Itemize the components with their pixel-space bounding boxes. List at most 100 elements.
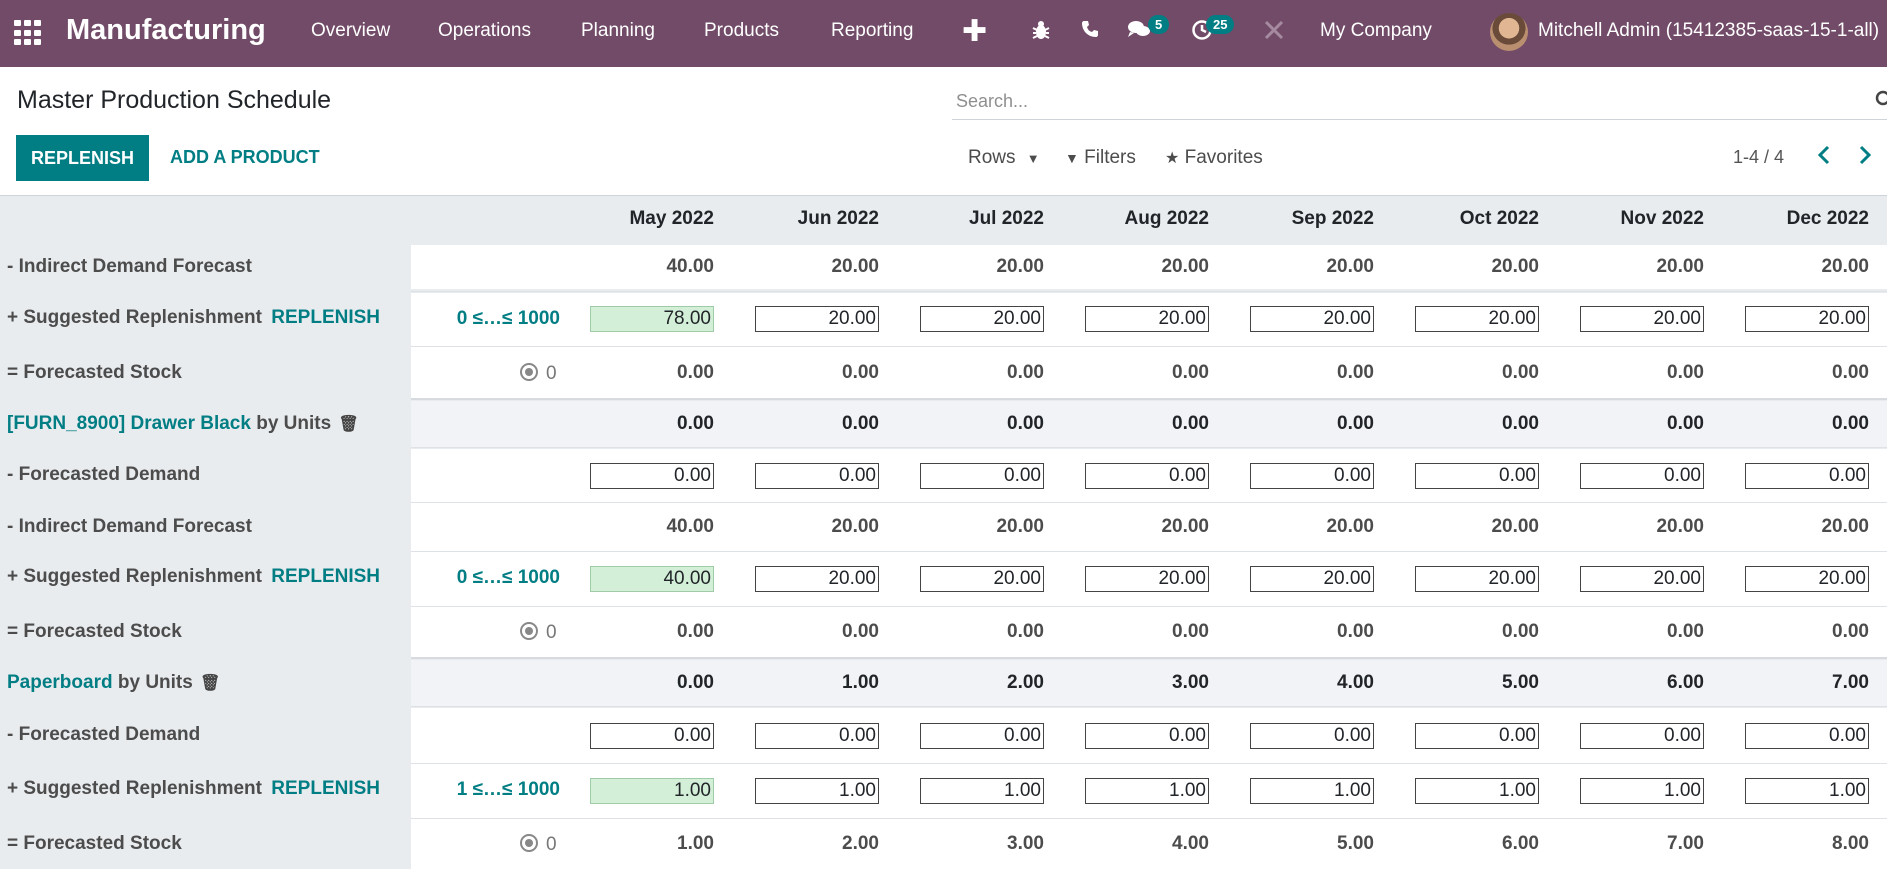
favorites-button[interactable]: ★ Favorites <box>1165 147 1263 169</box>
chat-icon[interactable] <box>1127 19 1151 45</box>
cell-value: 0.00 <box>1172 413 1209 434</box>
replenish-input[interactable]: 20.00 <box>1745 566 1869 592</box>
replenish-input[interactable]: 20.00 <box>1745 306 1869 332</box>
cell-value: 0.00 <box>1337 621 1374 642</box>
replenish-input[interactable]: 40.00 <box>590 566 714 592</box>
replenish-input[interactable]: 20.00 <box>755 306 879 332</box>
menu-reporting[interactable]: Reporting <box>831 20 914 41</box>
bug-icon[interactable] <box>1031 19 1051 47</box>
replenish-input[interactable]: 20.00 <box>1085 306 1209 332</box>
replenish-input[interactable]: 1.00 <box>1250 778 1374 804</box>
replenish-input[interactable]: 20.00 <box>1415 566 1539 592</box>
cell-value: 0.00 <box>842 362 879 383</box>
replenish-input[interactable]: 20.00 <box>920 566 1044 592</box>
product-link[interactable]: Paperboard <box>7 672 113 693</box>
cell-value: 1.00 <box>842 672 879 693</box>
safety-stock[interactable]: 0 <box>520 832 557 856</box>
safety-stock[interactable]: 0 <box>520 361 557 385</box>
replenish-input[interactable]: 20.00 <box>1250 306 1374 332</box>
demand-input[interactable]: 0.00 <box>1745 463 1869 489</box>
replenish-input[interactable]: 1.00 <box>1745 778 1869 804</box>
demand-input[interactable]: 0.00 <box>755 463 879 489</box>
trash-icon[interactable]: 🗑 <box>200 675 221 692</box>
demand-input[interactable]: 0.00 <box>1250 463 1374 489</box>
quick-create-plus-icon[interactable]: ✚ <box>962 15 988 48</box>
row-label-indirect-demand: - Indirect Demand Forecast <box>7 516 252 537</box>
replenish-input[interactable]: 1.00 <box>1085 778 1209 804</box>
replenish-range-link[interactable]: 0 ≤…≤ 1000 <box>456 308 560 329</box>
safety-stock[interactable]: 0 <box>520 620 557 644</box>
col-header-sep: Sep 2022 <box>1291 208 1374 229</box>
product-link[interactable]: [FURN_8900] Drawer Black <box>7 413 251 434</box>
replenish-input[interactable]: 1.00 <box>1580 778 1704 804</box>
row-divider <box>411 346 1887 347</box>
app-name[interactable]: Manufacturing <box>66 14 266 46</box>
replenish-input[interactable]: 1.00 <box>920 778 1044 804</box>
row-divider <box>411 551 1887 552</box>
demand-input[interactable]: 0.00 <box>1415 723 1539 749</box>
cell-value: 3.00 <box>1007 833 1044 854</box>
cell-value: 0.00 <box>842 621 879 642</box>
replenish-input[interactable]: 1.00 <box>755 778 879 804</box>
demand-input[interactable]: 0.00 <box>590 723 714 749</box>
cell-value: 0.00 <box>1832 413 1869 434</box>
replenish-input[interactable]: 1.00 <box>1415 778 1539 804</box>
rows-label: Rows <box>968 147 1016 168</box>
pager-previous-icon[interactable] <box>1816 142 1832 173</box>
replenish-input[interactable]: 20.00 <box>755 566 879 592</box>
apps-menu-icon[interactable] <box>14 20 44 46</box>
demand-input[interactable]: 0.00 <box>920 723 1044 749</box>
row-label-indirect-demand: - Indirect Demand Forecast <box>7 256 252 277</box>
replenish-input[interactable]: 20.00 <box>1250 566 1374 592</box>
demand-input[interactable]: 0.00 <box>1745 723 1869 749</box>
replenish-range-link[interactable]: 1 ≤…≤ 1000 <box>456 779 560 800</box>
replenish-input[interactable]: 20.00 <box>920 306 1044 332</box>
menu-operations[interactable]: Operations <box>438 20 531 41</box>
row-bg <box>411 401 1887 447</box>
pager-value[interactable]: 1-4 / 4 <box>1733 147 1785 167</box>
demand-input[interactable]: 0.00 <box>920 463 1044 489</box>
add-product-button[interactable]: ADD A PRODUCT <box>170 147 320 167</box>
demand-input[interactable]: 0.00 <box>1085 723 1209 749</box>
search-input[interactable] <box>952 84 1887 119</box>
replenish-input[interactable]: 20.00 <box>1415 306 1539 332</box>
replenish-button[interactable]: REPLENISH <box>16 135 149 181</box>
replenish-input[interactable]: 20.00 <box>1085 566 1209 592</box>
filters-label: Filters <box>1084 147 1136 168</box>
replenish-range-link[interactable]: 0 ≤…≤ 1000 <box>456 567 560 588</box>
phone-icon[interactable] <box>1080 19 1100 45</box>
cell-value: 20.00 <box>1326 256 1374 277</box>
menu-planning[interactable]: Planning <box>581 20 655 41</box>
demand-input[interactable]: 0.00 <box>1580 463 1704 489</box>
row-replenish-link[interactable]: REPLENISH <box>271 307 381 328</box>
menu-products[interactable]: Products <box>704 20 779 41</box>
row-replenish-link[interactable]: REPLENISH <box>271 566 381 587</box>
filters-button[interactable]: ▼ Filters <box>1065 147 1136 169</box>
demand-input[interactable]: 0.00 <box>755 723 879 749</box>
demand-input[interactable]: 0.00 <box>1415 463 1539 489</box>
trash-icon[interactable]: 🗑 <box>338 416 359 433</box>
user-menu[interactable]: Mitchell Admin (15412385-saas-15-1-all) <box>1538 20 1880 41</box>
replenish-input[interactable]: 78.00 <box>590 306 714 332</box>
row-divider <box>411 657 1887 659</box>
row-replenish-link[interactable]: REPLENISH <box>271 778 381 799</box>
pager-next-icon[interactable] <box>1857 142 1873 173</box>
rows-dropdown[interactable]: Rows ▼ <box>968 147 1040 169</box>
replenish-input[interactable]: 20.00 <box>1580 306 1704 332</box>
cell-value: 0.00 <box>1832 362 1869 383</box>
demand-input[interactable]: 0.00 <box>1580 723 1704 749</box>
row-divider <box>411 818 1887 819</box>
replenish-input[interactable]: 20.00 <box>1580 566 1704 592</box>
row-bg <box>411 347 1887 399</box>
company-switcher[interactable]: My Company <box>1320 20 1432 41</box>
search-icon[interactable] <box>1875 90 1887 116</box>
tools-icon[interactable] <box>1263 19 1285 47</box>
col-header-jul: Jul 2022 <box>969 208 1044 229</box>
demand-input[interactable]: 0.00 <box>590 463 714 489</box>
demand-input[interactable]: 0.00 <box>1250 723 1374 749</box>
menu-overview[interactable]: Overview <box>311 20 391 41</box>
replenish-input[interactable]: 1.00 <box>590 778 714 804</box>
cell-value: 0.00 <box>1337 413 1374 434</box>
user-avatar[interactable] <box>1490 13 1528 51</box>
demand-input[interactable]: 0.00 <box>1085 463 1209 489</box>
